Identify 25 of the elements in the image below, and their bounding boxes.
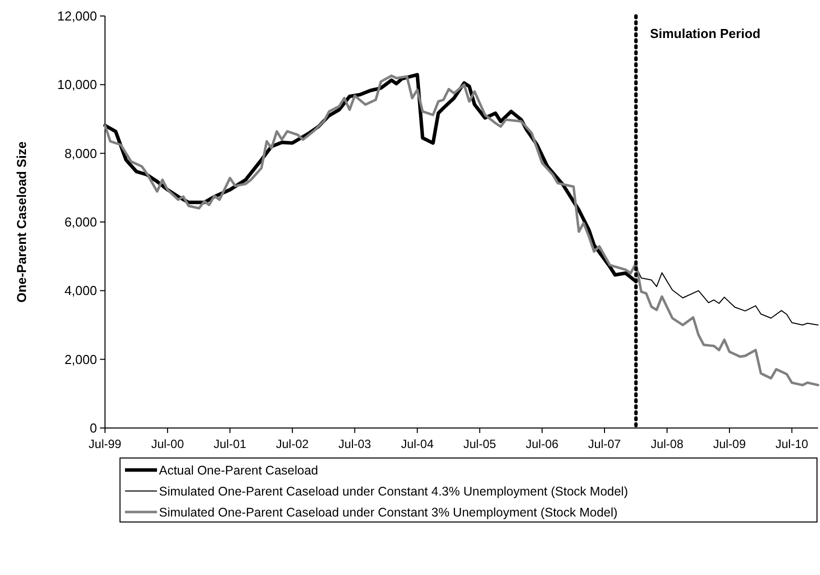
x-tick-label: Jul-08	[650, 437, 684, 451]
y-tick-label: 2,000	[64, 352, 97, 367]
x-tick-label: Jul-04	[400, 437, 434, 451]
y-tick-label: 12,000	[57, 8, 97, 24]
x-tick-label: Jul-03	[338, 437, 372, 451]
x-tick-label: Jul-06	[526, 437, 559, 451]
y-tick-label: 4,000	[64, 283, 97, 298]
line-series	[104, 74, 820, 386]
legend-label: Actual One-Parent Caseload	[159, 463, 318, 478]
x-tick-label: Jul-07	[588, 437, 622, 451]
y-axis-title: One-Parent Caseload Size	[14, 141, 29, 303]
x-tick-label: Jul-02	[276, 437, 310, 451]
x-tick-label: Jul-01	[214, 437, 247, 451]
x-tick-label: Jul-09	[713, 437, 746, 451]
ref-line-label: Simulation Period	[650, 26, 761, 41]
legend-label: Simulated One-Parent Caseload under Constant 4.3% Unemployment (Stock Model)	[159, 484, 628, 498]
y-tick-label: 8,000	[64, 146, 97, 161]
y-tick-label: 6,000	[64, 214, 97, 230]
legend-label: Simulated One-Parent Caseload under Constant 3% Unemployment (Stock Model)	[159, 505, 618, 520]
x-tick-label: Jul-10	[776, 437, 809, 451]
x-tick-label: Jul-05	[463, 437, 496, 451]
x-tick-label: Jul-00	[151, 437, 184, 451]
y-tick-label: 10,000	[57, 77, 97, 92]
y-tick-label: 0	[90, 420, 97, 436]
x-tick-label: Jul-99	[88, 437, 122, 451]
